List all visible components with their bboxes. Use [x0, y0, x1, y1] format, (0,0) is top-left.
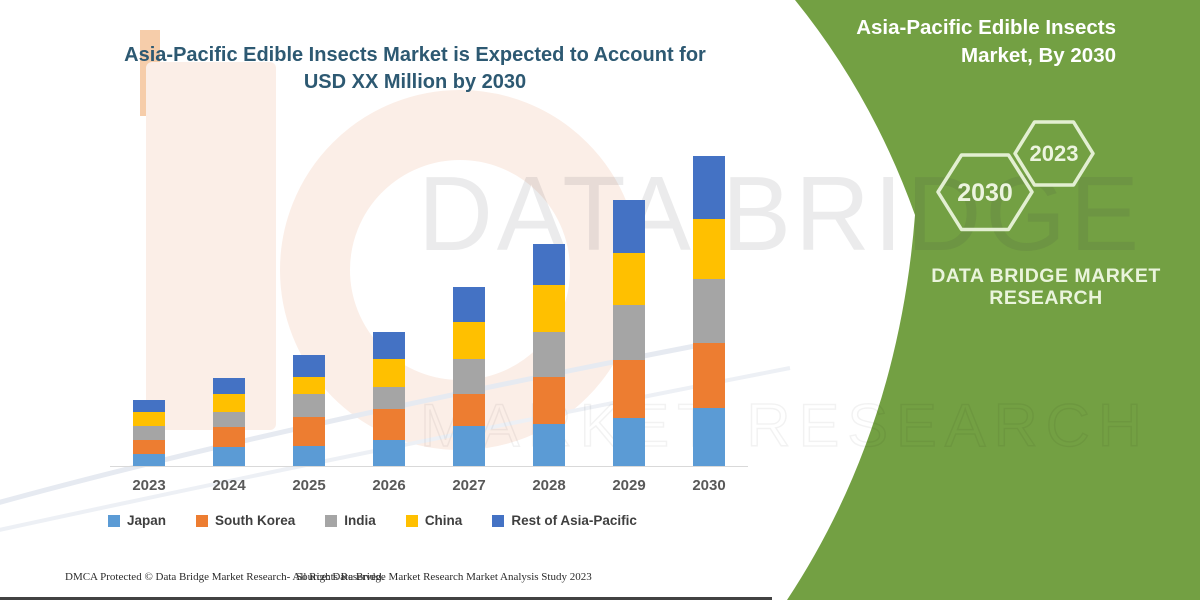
- brand-name-line1: DATA BRIDGE MARKET: [931, 265, 1161, 287]
- bar-segment-2024-china: [213, 394, 245, 412]
- bar-segment-2024-india: [213, 412, 245, 427]
- bar-segment-2026-india: [373, 387, 405, 409]
- bar-segment-2029-india: [613, 305, 645, 360]
- bottom-border-line: [0, 597, 772, 600]
- bar-segment-2029-china: [613, 253, 645, 305]
- legend-swatch-rest-of-asia-pacific: [492, 514, 505, 527]
- bar-segment-2028-south-korea: [533, 377, 565, 424]
- bar-segment-2025-japan: [293, 446, 325, 466]
- bar-segment-2023-japan: [133, 454, 165, 466]
- bar-segment-2027-india: [453, 359, 485, 394]
- x-axis-label-2027: 2027: [452, 477, 486, 494]
- x-axis-label-2024: 2024: [212, 477, 246, 494]
- legend-item-india: India: [325, 513, 376, 528]
- bar-segment-2028-japan: [533, 424, 565, 466]
- x-axis-label-2023: 2023: [132, 477, 166, 494]
- x-axis-label-2025: 2025: [292, 477, 326, 494]
- chart-title: Asia-Pacific Edible Insects Market is Ex…: [90, 42, 740, 96]
- bar-segment-2026-rest-of-asia-pacific: [373, 332, 405, 359]
- legend-swatch-china: [405, 514, 418, 527]
- bar-segment-2025-india: [293, 394, 325, 417]
- bar-segment-2027-south-korea: [453, 394, 485, 426]
- bar-segment-2025-china: [293, 377, 325, 394]
- bar-segment-2029-south-korea: [613, 360, 645, 418]
- footer-dmca-text: DMCA Protected © Data Bridge Market Rese…: [65, 571, 385, 583]
- x-axis-line: [110, 466, 748, 467]
- legend-item-rest-of-asia-pacific: Rest of Asia-Pacific: [492, 513, 637, 528]
- bar-segment-2030-rest-of-asia-pacific: [693, 156, 725, 219]
- bar-segment-2023-india: [133, 426, 165, 440]
- green-panel: [787, 0, 1200, 600]
- bar-segment-2029-japan: [613, 418, 645, 466]
- footer-source-text: Source: Data Bridge Market Research Mark…: [296, 571, 592, 583]
- bar-segment-2026-japan: [373, 440, 405, 466]
- x-axis-label-2028: 2028: [532, 477, 566, 494]
- chart-title-line1: Asia-Pacific Edible Insects Market is Ex…: [124, 44, 706, 66]
- legend-label-rest-of-asia-pacific: Rest of Asia-Pacific: [511, 513, 637, 528]
- bar-segment-2028-india: [533, 332, 565, 377]
- legend-item-china: China: [405, 513, 463, 528]
- chart-legend: Japan South Korea India China Rest of As…: [108, 513, 637, 528]
- x-axis-label-2029: 2029: [612, 477, 646, 494]
- bar-segment-2023-rest-of-asia-pacific: [133, 400, 165, 412]
- bar-segment-2023-south-korea: [133, 440, 165, 454]
- hexagon-2030: 2030: [936, 153, 1034, 232]
- bar-segment-2028-china: [533, 285, 565, 332]
- bar-segment-2030-china: [693, 219, 725, 279]
- bar-segment-2026-south-korea: [373, 409, 405, 440]
- hexagon-2023: 2023: [1013, 120, 1095, 187]
- side-panel-title-line2: Market, By 2030: [961, 44, 1116, 67]
- legend-label-india: India: [344, 513, 376, 528]
- bar-segment-2024-rest-of-asia-pacific: [213, 378, 245, 394]
- bar-segment-2025-rest-of-asia-pacific: [293, 355, 325, 377]
- legend-swatch-south-korea: [196, 514, 209, 527]
- legend-label-china: China: [424, 513, 463, 528]
- bar-segment-2025-south-korea: [293, 417, 325, 446]
- bar-segment-2030-japan: [693, 408, 725, 466]
- bar-segment-2023-china: [133, 412, 165, 426]
- bar-segment-2028-rest-of-asia-pacific: [533, 244, 565, 285]
- brand-name: DATA BRIDGE MARKET RESEARCH: [896, 265, 1196, 309]
- side-panel-title-line1: Asia-Pacific Edible Insects: [856, 16, 1116, 39]
- bar-segment-2027-japan: [453, 426, 485, 466]
- x-axis-label-2026: 2026: [372, 477, 406, 494]
- chart-title-line2: USD XX Million by 2030: [303, 71, 527, 93]
- legend-label-south-korea: South Korea: [215, 513, 296, 528]
- side-panel-title: Asia-Pacific Edible Insects Market, By 2…: [856, 14, 1116, 70]
- brand-name-line2: RESEARCH: [989, 287, 1103, 309]
- bar-segment-2024-south-korea: [213, 427, 245, 447]
- bar-segment-2027-rest-of-asia-pacific: [453, 287, 485, 322]
- legend-item-japan: Japan: [108, 513, 166, 528]
- legend-swatch-japan: [108, 514, 120, 527]
- x-axis-label-2030: 2030: [692, 477, 726, 494]
- bar-segment-2030-india: [693, 279, 725, 343]
- legend-swatch-india: [325, 514, 338, 527]
- legend-item-south-korea: South Korea: [196, 513, 295, 528]
- bar-segment-2030-south-korea: [693, 343, 725, 408]
- bar-segment-2027-china: [453, 322, 485, 359]
- bar-segment-2029-rest-of-asia-pacific: [613, 200, 645, 253]
- bar-segment-2024-japan: [213, 447, 245, 466]
- bar-segment-2026-china: [373, 359, 405, 387]
- hexagon-2023-label: 2023: [1030, 141, 1079, 166]
- hexagon-2030-label: 2030: [957, 179, 1013, 207]
- legend-label-japan: Japan: [127, 513, 167, 528]
